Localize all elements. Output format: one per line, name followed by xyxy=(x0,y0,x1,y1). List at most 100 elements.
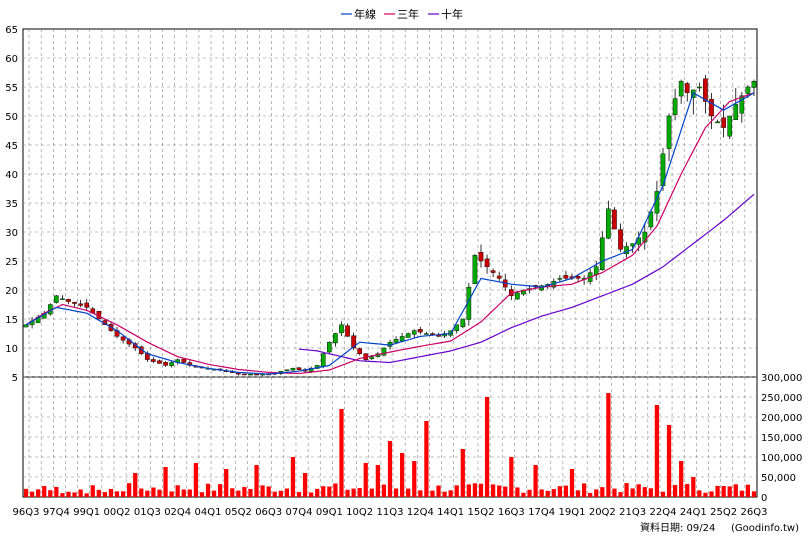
price-tick-label: 65 xyxy=(5,25,18,36)
price-tick-label: 30 xyxy=(5,228,18,239)
volume-bar xyxy=(660,491,666,497)
time-tick-label: 02Q4 xyxy=(164,507,191,518)
volume-bar xyxy=(66,491,71,497)
candle-body xyxy=(84,302,90,308)
volume-bar xyxy=(527,489,532,497)
candle-body xyxy=(151,359,156,362)
time-tick-label: 06Q3 xyxy=(255,507,282,518)
candle-body xyxy=(254,373,259,376)
candle-body xyxy=(381,347,387,356)
volume-bar xyxy=(114,491,120,497)
volume-bar xyxy=(375,465,380,497)
volume-bar xyxy=(224,469,229,497)
volume-bar xyxy=(96,489,101,497)
candle-body xyxy=(575,276,581,279)
volume-tick-label: 50,000 xyxy=(761,473,796,484)
volume-bar xyxy=(351,488,356,497)
price-tick-label: 55 xyxy=(5,83,18,94)
legend-label-three-year: 三年 xyxy=(397,7,419,21)
volume-bar xyxy=(133,473,138,497)
volume-bar xyxy=(266,486,271,497)
volume-bar xyxy=(612,488,617,497)
data-date: 資料日期: 09/24 xyxy=(640,521,715,534)
candle-body xyxy=(709,98,714,117)
volume-bar xyxy=(284,488,289,497)
volume-bar xyxy=(369,488,374,497)
candle-body xyxy=(612,209,617,230)
time-tick-label: 11Q3 xyxy=(377,507,404,518)
volume-bar xyxy=(642,487,647,497)
volume-bar xyxy=(539,489,544,497)
volume-bar xyxy=(260,485,265,497)
moving-average-lines xyxy=(25,91,755,375)
candle-body xyxy=(672,98,678,115)
volume-tick-label: 300,000 xyxy=(761,373,802,384)
volume-bar xyxy=(84,493,89,497)
candle-body xyxy=(242,373,247,376)
time-tick-label: 01Q3 xyxy=(134,507,161,518)
volume-bar xyxy=(127,483,132,497)
candle-body xyxy=(715,121,720,124)
price-axis-ticks: 5 10 15 20 25 30 35 40 45 50 55 60 65 xyxy=(5,25,18,384)
price-tick-label: 20 xyxy=(5,286,18,297)
volume-bar xyxy=(387,441,393,497)
time-tick-label: 09Q1 xyxy=(316,507,343,518)
volume-bar xyxy=(242,486,247,497)
candle-body xyxy=(345,325,350,337)
legend-label-ten-year: 十年 xyxy=(441,7,463,21)
candle-body xyxy=(727,115,733,137)
volume-bar xyxy=(606,393,611,497)
volume-bar xyxy=(248,488,253,497)
volume-bar xyxy=(29,491,35,497)
volume-bars xyxy=(23,393,757,497)
volume-bar xyxy=(139,488,144,497)
volume-bar xyxy=(721,486,726,497)
volume-bar xyxy=(733,484,738,497)
candle-body xyxy=(405,333,411,338)
volume-bar xyxy=(272,491,277,497)
volume-bar xyxy=(491,484,496,497)
volume-bar xyxy=(23,488,29,497)
volume-bar xyxy=(48,490,53,497)
candle-body xyxy=(23,324,29,328)
candle-body xyxy=(424,333,429,335)
candle-body xyxy=(745,86,751,94)
volume-bar xyxy=(90,485,95,497)
volume-bar xyxy=(557,486,562,497)
volume-bar xyxy=(436,485,441,497)
volume-bar xyxy=(157,489,162,497)
candle-body xyxy=(496,275,502,279)
time-tick-label: 14Q1 xyxy=(437,507,464,518)
volume-bar xyxy=(230,488,235,497)
volume-bar xyxy=(666,425,672,497)
price-tick-label: 35 xyxy=(5,199,18,210)
time-tick-label: 17Q4 xyxy=(528,507,555,518)
volume-bar xyxy=(302,473,308,497)
volume-bar xyxy=(715,485,720,497)
candle-body xyxy=(333,333,338,344)
volume-bar xyxy=(454,485,459,497)
candle-body xyxy=(666,115,672,149)
volume-bar xyxy=(430,490,435,497)
volume-bar xyxy=(278,490,283,497)
volume-bar xyxy=(309,492,314,497)
candle-body xyxy=(236,372,241,375)
volume-bar xyxy=(151,487,156,497)
volume-bar xyxy=(363,463,368,497)
candle-body xyxy=(678,80,684,97)
volume-bar xyxy=(315,488,320,497)
candle-body xyxy=(490,270,496,273)
volume-bar xyxy=(199,492,205,497)
volume-bar xyxy=(697,490,702,497)
volume-bar xyxy=(521,492,526,497)
volume-bar xyxy=(545,490,550,497)
volume-bar xyxy=(745,484,751,497)
candle-body xyxy=(460,318,466,328)
candle-body xyxy=(751,80,757,88)
volume-bar xyxy=(406,488,411,497)
volume-bar xyxy=(497,485,502,497)
time-tick-label: 21Q3 xyxy=(619,507,646,518)
candle-body xyxy=(320,353,326,367)
volume-bar xyxy=(175,485,180,497)
volume-bar xyxy=(36,489,41,497)
